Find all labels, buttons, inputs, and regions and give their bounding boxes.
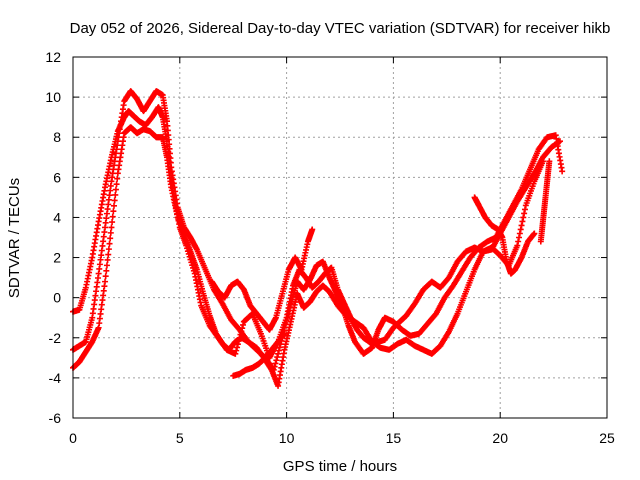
y-tick-label: 6 [53,169,61,185]
data-point [240,321,247,328]
data-point [283,317,290,324]
data-point [531,230,538,237]
series-track-6 [471,194,538,277]
plot-frame [72,56,608,419]
x-tick-label: 10 [279,430,295,446]
data-point [276,344,283,351]
data-point [109,219,116,226]
data-point [107,235,114,242]
chart-title: Day 052 of 2026, Sidereal Day-to-day VTE… [70,20,611,37]
y-tick-label: -4 [49,370,62,386]
series-track-5 [230,330,288,379]
data-point [105,251,112,258]
data-point [272,360,279,367]
data-point [515,234,522,241]
data-point [112,186,119,193]
data-point [515,238,522,245]
y-tick-label: 8 [53,129,61,145]
data-point [102,278,109,285]
data-point [111,197,118,204]
y-tick-label: 2 [53,250,61,266]
x-tick-label: 20 [492,430,508,446]
data-point [105,246,112,253]
data-point [107,229,114,236]
series-track-7 [537,158,553,245]
data-point [108,224,115,231]
y-tick-label: -6 [49,410,62,426]
x-tick-label: 5 [176,430,184,446]
series-track-4 [208,226,316,333]
data-point [284,314,291,321]
data-point [112,191,119,198]
data-point [111,202,118,209]
data-point [104,256,111,263]
x-tick-label: 0 [69,430,77,446]
data-point [275,350,282,357]
data-point [103,267,110,274]
data-point [520,214,527,221]
data-point [114,175,121,182]
data-point [559,168,566,175]
y-tick-label: 12 [45,49,61,65]
data-point [309,226,316,233]
data-point [517,226,524,233]
data-point [281,330,288,337]
data-point [102,273,109,280]
x-tick-label: 25 [599,430,615,446]
data-point [110,208,117,215]
y-tick-label: 10 [45,89,61,105]
data-point [232,350,239,357]
data-point [539,158,546,165]
x-axis-label: GPS time / hours [283,458,397,475]
data-point [106,240,113,247]
data-point [518,222,525,229]
y-tick-label: -2 [49,330,62,346]
data-point [109,213,116,220]
x-tick-label: 15 [386,430,402,446]
y-tick-label: 0 [53,290,61,306]
data-point [519,218,526,225]
data-point [521,210,528,217]
data-point [234,344,241,351]
data-point [274,354,281,361]
data-point [103,262,110,269]
data-point [273,357,280,364]
data-point [275,347,282,354]
data-layer [70,88,566,389]
tick-layer: 0 5 10 15 20 25 -6 -4 -2 0 2 4 6 8 10 12 [45,49,615,446]
data-point [514,242,521,249]
y-tick-label: 4 [53,209,61,225]
data-point [516,230,523,237]
data-point [521,206,528,213]
y-axis-label: SDTVAR / TECUs [6,178,23,298]
data-point [233,347,240,354]
data-point [113,181,120,188]
data-point [546,158,553,165]
